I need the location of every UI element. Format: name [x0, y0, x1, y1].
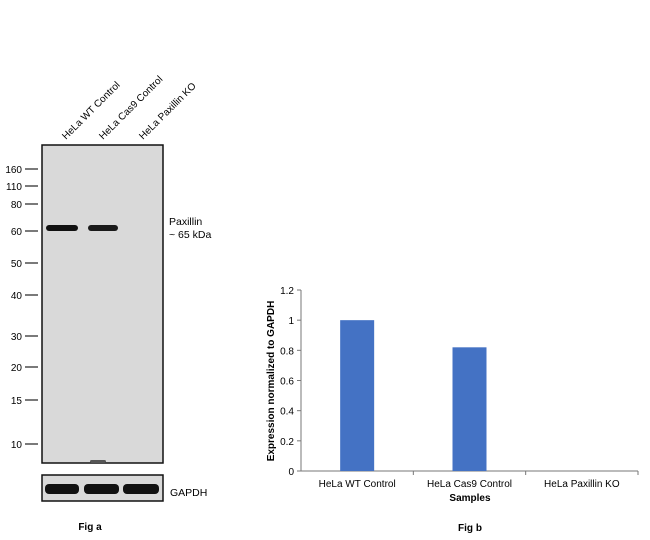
y-tick-label: 0.6 [280, 377, 294, 388]
x-axis-label: Samples [449, 493, 491, 504]
y-axis-label: Expression normalized to GAPDH [266, 301, 277, 462]
band-size: ~ 65 kDa [169, 229, 211, 241]
y-tick-label: 1 [288, 316, 294, 327]
bar [452, 347, 487, 471]
fig-a-caption: Fig a [78, 522, 102, 533]
x-tick-label: HeLa Cas9 Control [427, 479, 512, 490]
marker-label: 110 [6, 182, 22, 193]
western-blot: HeLa WT Control HeLa Cas9 Control HeLa P… [5, 74, 211, 533]
marker-label: 10 [11, 440, 23, 451]
band-label: Paxillin [169, 216, 202, 228]
paxillin-band-cas9 [88, 225, 118, 231]
y-tick-label: 0 [288, 467, 294, 478]
marker-label: 80 [11, 200, 23, 211]
gapdh-band [123, 484, 159, 494]
y-tick-label: 0.4 [280, 407, 294, 418]
paxillin-band-wt [46, 225, 78, 231]
fig-b-caption: Fig b [458, 523, 482, 534]
gapdh-band [45, 484, 79, 494]
marker-label: 20 [11, 363, 23, 374]
marker-label: 40 [11, 291, 23, 302]
gapdh-band [84, 484, 119, 494]
y-tick-label: 0.2 [280, 437, 294, 448]
marker-label: 160 [5, 165, 22, 176]
x-tick-label: HeLa WT Control [319, 479, 396, 490]
marker-label: 60 [11, 227, 23, 238]
marker-label: 50 [11, 259, 23, 270]
blot-membrane [41, 144, 164, 464]
y-tick-label: 1.2 [280, 286, 294, 297]
bar [340, 320, 375, 471]
y-tick-label: 0.8 [280, 346, 294, 357]
marker-label: 30 [11, 332, 23, 343]
marker-label: 15 [11, 396, 23, 407]
bar-chart: Expression normalized to GAPDH 0 0.2 0.4 0.… [266, 286, 639, 534]
x-tick-label: HeLa Paxillin KO [544, 479, 620, 490]
faint-band [90, 460, 106, 463]
loading-control-label: GAPDH [170, 487, 207, 499]
